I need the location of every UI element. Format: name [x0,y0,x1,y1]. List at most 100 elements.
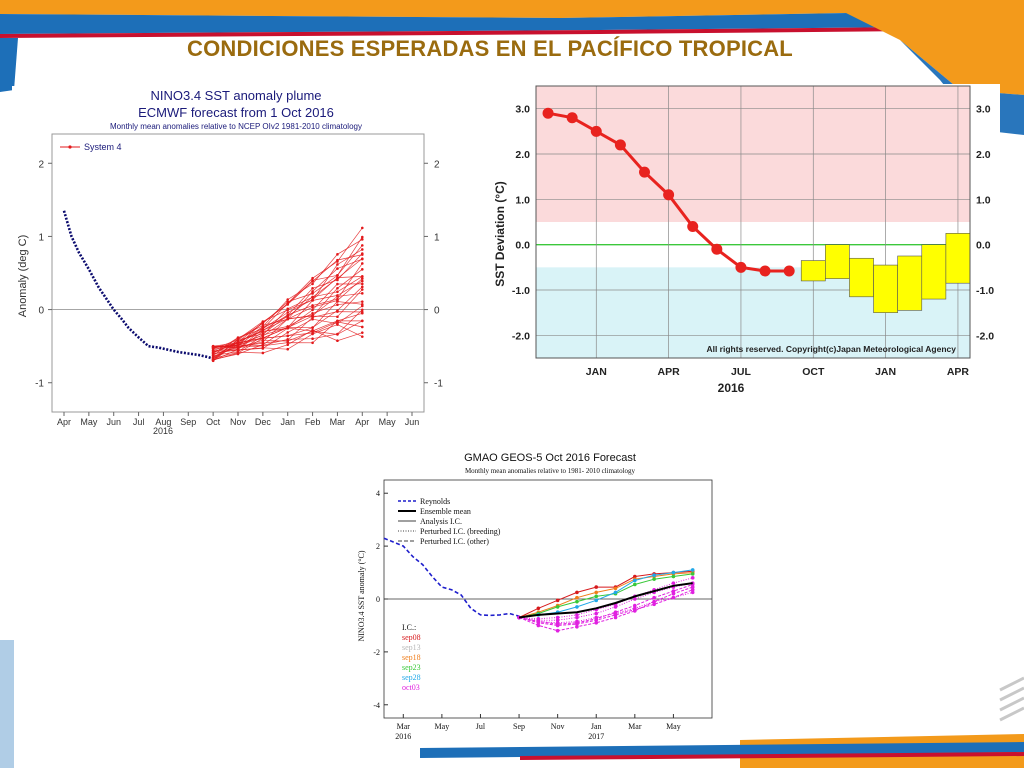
jma-observed-point [639,166,650,178]
gmao-xtick-label: May [666,722,681,731]
jma-chart: SST Deviation (°C) -2.0 -2.0 -1.0 -1.0 0.0 0.… [493,85,994,395]
jma-observed-point [711,243,723,255]
bottom-left-stripe [0,640,14,768]
ecmwf-xtick-label: Feb [305,417,321,427]
jma-xtick-label: JUL [731,366,751,378]
ecmwf-forecast-point [236,351,240,354]
ecmwf-forecast-point [286,313,290,317]
ecmwf-forecast-point [261,322,265,325]
gmao-member-line [518,573,693,618]
ecmwf-forecast-point [360,288,364,291]
gmao-member-line [518,584,693,625]
gmao-member-point [652,595,656,600]
jma-ytick-label-right: -1.0 [976,285,994,297]
ecmwf-forecast-point [261,324,265,327]
gmao-member-point [633,574,637,579]
gmao-member-point [575,621,579,625]
gmao-ic-label: oct03 [402,683,420,692]
jma-ytick-label: -1.0 [512,285,530,297]
ecmwf-forecast-point [236,343,240,347]
jma-ytick-label-right: 1.0 [976,194,991,206]
jma-forecast-box [849,257,874,298]
ecmwf-forecast-point [360,244,364,247]
gmao-member-point [613,610,618,615]
gmao-member-point [555,615,560,620]
ecmwf-ytick-label: 0 [38,306,44,317]
ecmwf-xtick-label: Nov [230,417,247,427]
ecmwf-forecast-point [311,308,314,312]
ecmwf-forecast-point [286,347,290,351]
ecmwf-forecast-point [360,335,364,338]
gmao-ic-label: sep13 [402,643,421,652]
jma-observed-point [687,221,699,233]
gmao-ytick-label: -2 [373,648,380,657]
ecmwf-ytick-label: 1 [38,232,44,243]
ecmwf-forecast-point [286,317,290,321]
ecmwf-xtick-label: Apr [57,417,71,427]
gmao-xtick-label: May [435,722,450,731]
gmao-member-point [690,590,695,595]
gmao-member-point [555,618,560,622]
ecmwf-forecast-point [360,285,364,289]
jma-panel: SST Deviation (°C) -2.0 -2.0 -1.0 -1.0 0.0 0.… [490,84,1000,400]
jma-observed-point [663,189,675,201]
gmao-member-point [652,573,656,577]
ecmwf-forecast-point [286,343,290,347]
jma-forecast-box [825,244,850,279]
ecmwf-plot-area [62,210,364,363]
gmao-member-point [536,617,541,621]
ecmwf-forecast-point [261,320,265,323]
gmao-legend-mean: Ensemble mean [420,507,471,516]
gmao-member-line [518,572,693,618]
ecmwf-forecast-point [360,252,364,255]
gmao-ic-label: sep23 [402,663,421,672]
ecmwf-ytick-label-right: 0 [434,306,440,317]
ecmwf-forecast-point [360,248,364,251]
gmao-member-line [518,570,693,618]
gmao-member-line [518,586,693,632]
ecmwf-forecast-point [360,308,364,312]
gmao-ic-label: sep08 [402,633,421,642]
ecmwf-forecast-point [360,277,364,280]
ecmwf-forecast-point [336,295,339,298]
ecmwf-forecast-point [286,311,290,314]
gmao-member-point [575,615,579,620]
ecmwf-forecast-point [336,303,339,306]
ecmwf-forecast-point [360,304,364,308]
ecmwf-forecast-point [311,326,314,329]
jma-ylabel: SST Deviation (°C) [493,181,507,286]
gmao-member-point [633,582,637,587]
top-red-stripe [0,26,1024,38]
jma-ytick-label-right: 0.0 [976,240,991,252]
gmao-member-point [652,602,656,607]
ecmwf-forecast-point [336,323,339,326]
gmao-ensemble-mean-line [518,582,693,619]
gmao-member-point [671,595,676,600]
ecmwf-forecast-point [336,282,339,286]
ecmwf-forecast-point [336,258,339,262]
ecmwf-forecast-point [360,325,364,329]
ecmwf-forecast-point [236,348,240,352]
ecmwf-forecast-point [211,357,215,360]
ecmwf-forecast-point [336,267,339,270]
ecmwf-xtick-label: Sep [180,417,196,427]
ecmwf-note: Monthly mean anomalies relative to NCEP … [110,122,362,131]
ecmwf-forecast-point [311,282,314,286]
ecmwf-ytick-label-right: -1 [434,379,443,390]
ecmwf-forecast-point [261,326,265,329]
gmao-xtick-label: Mar [397,722,411,731]
gmao-legend-reynolds: Reynolds [420,497,450,506]
ecmwf-forecast-point [360,262,364,265]
ecmwf-chart: NINO3.4 SST anomaly plume ECMWF forecast… [17,88,443,436]
gmao-xtick-label: Jan [591,722,602,731]
ecmwf-forecast-point [286,315,290,319]
gmao-member-point [671,574,676,579]
ecmwf-forecast-point [311,287,314,290]
gmao-xtick-label: Jul [476,722,486,731]
ecmwf-ytick-label: 2 [38,159,44,170]
gmao-member-point [652,577,656,581]
ecmwf-forecast-point [336,332,339,336]
ecmwf-forecast-point [336,286,339,290]
ecmwf-xtick-label: Aug [155,417,171,427]
ecmwf-forecast-point [336,315,339,319]
